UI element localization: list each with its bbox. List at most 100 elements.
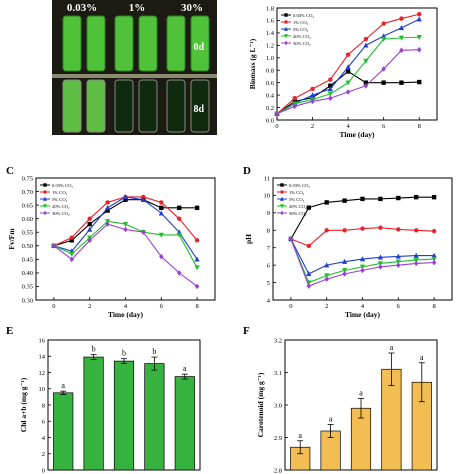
data-point — [140, 196, 146, 202]
y-tick-label: 0.40 — [22, 270, 33, 277]
data-point — [279, 196, 285, 201]
tube-day8 — [190, 79, 210, 133]
data-point — [417, 12, 422, 17]
x-tick-label: 6 — [382, 123, 386, 130]
x-tick-label: 0 — [289, 303, 292, 310]
y-tick-label: 14 — [39, 354, 46, 361]
y-axis-label: Fv/Fm — [7, 228, 16, 250]
y-tick-label: 1.0 — [266, 55, 274, 62]
tube-day0 — [86, 15, 106, 72]
panel-letter: E — [6, 325, 13, 337]
data-point — [413, 252, 419, 258]
x-tick-label: 4 — [346, 123, 350, 130]
data-point — [328, 77, 333, 82]
data-point — [345, 80, 351, 86]
series-line — [53, 196, 198, 247]
y-tick-label: 0.60 — [22, 216, 33, 223]
data-point — [280, 210, 284, 216]
significance-letter: a — [390, 343, 394, 352]
data-point — [414, 194, 419, 200]
data-point — [416, 35, 422, 41]
y-tick-label: 0.2 — [266, 105, 274, 112]
data-point — [327, 91, 333, 97]
tube-day0 — [190, 15, 210, 72]
significance-letter: a — [329, 415, 333, 424]
x-tick-label: 4 — [124, 303, 128, 310]
data-point — [105, 200, 110, 205]
data-point — [69, 238, 74, 243]
data-point — [283, 26, 289, 31]
data-point — [363, 42, 369, 48]
data-point — [194, 238, 200, 243]
data-point — [284, 40, 288, 46]
data-point — [431, 256, 437, 262]
chart-ph: 4 5 6 7 8 9 10 11 0 2 4 6 8 Time (day) pH D 0.03% CO₂ 1% … — [243, 165, 453, 319]
data-point — [158, 232, 164, 238]
significance-letter: a — [298, 431, 302, 440]
data-point — [378, 225, 383, 230]
y-tick-label: 16 — [39, 337, 46, 344]
data-point — [324, 262, 330, 268]
x-axis-label: Time (day) — [108, 310, 144, 319]
data-point — [105, 208, 110, 213]
y-tick-label: 1.6 — [266, 18, 275, 25]
y-tick-label: 0.4 — [266, 92, 275, 99]
data-point — [159, 205, 164, 211]
legend-label: 30% CO₂ — [52, 211, 70, 216]
legend-label: 20% CO₂ — [293, 34, 311, 39]
data-point — [324, 228, 329, 233]
data-point — [177, 216, 182, 221]
y-tick-label: 12 — [39, 370, 46, 377]
y-tick-label: 0.6 — [266, 80, 275, 87]
series-4 — [51, 221, 200, 290]
y-tick-label: 3.0 — [274, 402, 282, 409]
photo-col-label-3: 30% — [181, 2, 203, 14]
data-point — [177, 205, 182, 211]
y-tick-label: 0.75 — [22, 175, 33, 182]
photo-col-label-2: 1% — [129, 2, 146, 14]
data-point — [158, 210, 164, 216]
x-tick-label: 2 — [311, 123, 314, 130]
bar-group-2: b — [113, 349, 135, 471]
data-point — [398, 35, 405, 41]
series-line — [290, 238, 435, 287]
significance-letter: b — [92, 345, 96, 354]
data-point — [283, 34, 289, 39]
bar — [53, 392, 74, 471]
chart-carotenoid: 2.8 2.9 3.0 3.1 3.2 Carotenoid (mg g⁻¹) Fa a a a a — [243, 325, 438, 474]
significance-letter: b — [152, 347, 156, 356]
data-point — [105, 205, 111, 211]
y-tick-label: 2 — [42, 451, 45, 458]
legend-label: 0.03% CO₂ — [289, 183, 310, 188]
bar-group-0: a — [290, 431, 311, 471]
data-point — [274, 110, 280, 117]
data-point — [431, 194, 437, 200]
data-point — [284, 13, 288, 17]
data-point — [381, 66, 386, 72]
data-point — [342, 228, 347, 233]
y-tick-label: 4 — [42, 435, 46, 442]
culture-photo: 0.03% 1% 30% 0d 8d — [52, 0, 217, 135]
y-tick-label: 4 — [267, 297, 271, 304]
data-point — [395, 253, 401, 259]
data-point — [359, 256, 366, 262]
data-point — [310, 98, 315, 105]
y-tick-label: 8 — [267, 228, 270, 235]
significance-letter: a — [183, 364, 187, 373]
tube-day8 — [166, 79, 186, 133]
y-tick-label: 3.1 — [274, 370, 282, 377]
y-tick-label: 6 — [42, 419, 46, 426]
data-point — [324, 276, 329, 282]
data-point — [414, 260, 419, 267]
bar-group-3: b — [144, 347, 165, 471]
y-tick-label: 10 — [39, 386, 46, 393]
data-point — [292, 96, 297, 101]
tube-day8 — [86, 79, 106, 133]
data-point — [328, 83, 333, 88]
legend-label: 1% CO₂ — [289, 190, 305, 195]
x-tick-label: 8 — [418, 123, 421, 130]
y-tick-label: 2.9 — [274, 435, 282, 442]
data-point — [87, 237, 92, 244]
data-point — [177, 270, 182, 276]
data-point — [324, 273, 330, 279]
